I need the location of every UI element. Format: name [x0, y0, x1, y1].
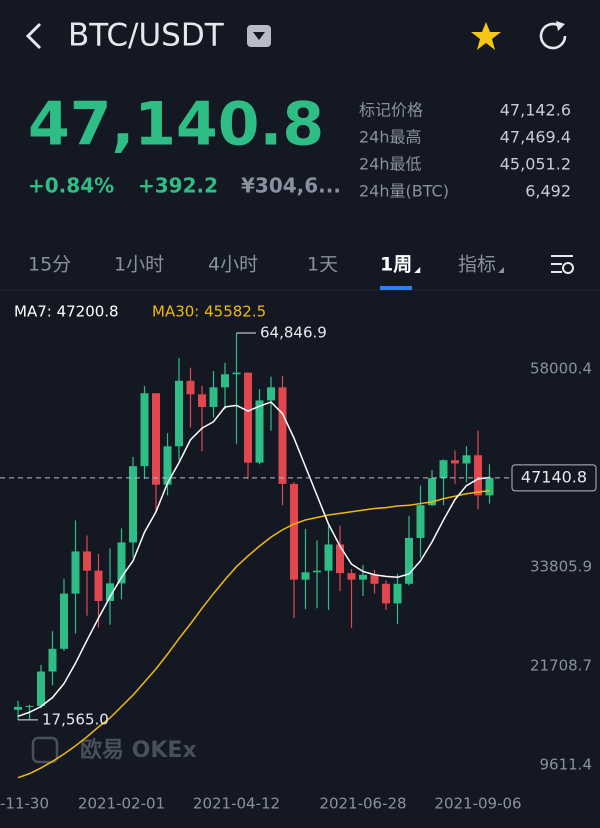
candle-body — [244, 372, 252, 463]
stat-value: 47,142.6 — [500, 101, 571, 120]
dropdown-arrow — [253, 32, 265, 40]
candle-body — [267, 387, 275, 401]
candle-body — [428, 478, 436, 506]
refresh-icon[interactable] — [539, 22, 567, 50]
y-tick-label: 9611.4 — [540, 756, 593, 774]
candle-body — [83, 551, 91, 571]
candle-body — [60, 593, 68, 649]
timeframe-tab[interactable]: 1周 — [380, 254, 412, 276]
current-price-label: 47140.8 — [521, 467, 587, 486]
y-tick-label: 21708.7 — [530, 656, 592, 674]
x-tick-label: 2021-04-12 — [193, 795, 280, 813]
ma30-line — [17, 489, 490, 779]
refresh-arrow — [556, 21, 565, 31]
legend-ma7: MA7: 47200.8 — [14, 303, 119, 321]
stat-value: 47,469.4 — [500, 128, 571, 147]
stat-value: 6,492 — [525, 182, 571, 201]
candle-body — [163, 446, 172, 485]
candle-body — [290, 483, 298, 580]
change-percent: +0.84% — [28, 174, 114, 198]
candle-body — [451, 460, 459, 464]
low-annotation: 17,565.0 — [42, 710, 109, 728]
stat-label: 标记价格 — [359, 101, 423, 120]
candle-body — [255, 400, 264, 463]
tab-underline — [380, 286, 412, 290]
candle-body — [416, 505, 425, 538]
timeframe-tab[interactable]: 指标 — [458, 254, 496, 276]
candle-body — [14, 706, 22, 710]
candle-body — [48, 648, 57, 672]
candle-body — [94, 570, 103, 601]
candle-body — [25, 705, 34, 707]
stat-label: 24h最高 — [359, 128, 422, 147]
candle-body — [198, 394, 206, 407]
timeframe-tab[interactable]: 1小时 — [114, 254, 164, 276]
y-tick-label: 58000.4 — [530, 359, 592, 377]
candle-body — [106, 583, 114, 601]
candle-body — [152, 393, 160, 485]
candle-body — [347, 573, 356, 580]
settings-gear — [562, 262, 574, 274]
ma7-line — [17, 401, 490, 718]
candle-body — [37, 671, 45, 706]
candle-body — [209, 387, 218, 407]
candle-body — [278, 387, 287, 484]
candle-body — [175, 380, 183, 447]
candle-body — [359, 574, 367, 580]
candle-body — [221, 374, 229, 388]
stat-label: 24h最低 — [359, 155, 422, 174]
x-tick-label: -11-30 — [0, 795, 49, 813]
back-button[interactable] — [25, 22, 42, 50]
watermark-logo — [31, 736, 59, 764]
candle-body — [71, 551, 80, 594]
current-price-box — [511, 464, 597, 492]
candle-body — [485, 477, 494, 496]
last-price: 47,140.8 — [28, 90, 324, 160]
x-tick-label: 2021-09-06 — [434, 795, 521, 813]
stat-value: 45,051.2 — [500, 155, 571, 174]
candle-body — [462, 455, 471, 464]
candle-body — [370, 574, 379, 584]
candle-body — [474, 455, 482, 496]
candle-body — [129, 466, 137, 543]
candle-body — [140, 393, 149, 467]
x-tick-label: 2021-02-01 — [78, 795, 165, 813]
candle-body — [301, 572, 310, 580]
favorite-star[interactable] — [471, 22, 501, 50]
watermark: 欧易 OKEx — [80, 737, 197, 763]
candle-body — [232, 372, 241, 375]
candle-body — [336, 544, 344, 574]
timeframe-tab[interactable]: 4小时 — [208, 254, 258, 276]
chart-settings[interactable] — [551, 255, 574, 274]
candle-body — [382, 583, 390, 604]
candle-body — [393, 583, 402, 604]
timeframe-tab[interactable]: 15分 — [28, 254, 71, 276]
change-amount: +392.2 — [138, 174, 218, 198]
candle-body — [186, 380, 195, 395]
x-tick-label: 2021-06-28 — [319, 795, 406, 813]
cny-price: ¥304,6... — [241, 174, 341, 198]
timeframe-tab[interactable]: 1天 — [307, 254, 338, 276]
candle-body — [117, 542, 126, 584]
high-annotation: 64,846.9 — [260, 323, 327, 341]
legend-ma30: MA30: 45582.5 — [152, 303, 266, 321]
candle-body — [313, 570, 321, 573]
candle-body — [405, 537, 413, 584]
candle-body — [439, 460, 448, 479]
y-tick-label: 33805.9 — [530, 557, 592, 575]
tab-caret — [498, 267, 505, 273]
candle-body — [324, 544, 333, 571]
stat-label: 24h量(BTC) — [359, 182, 449, 201]
tab-caret — [414, 267, 421, 273]
pair-title[interactable]: BTC/USDT — [68, 18, 225, 54]
